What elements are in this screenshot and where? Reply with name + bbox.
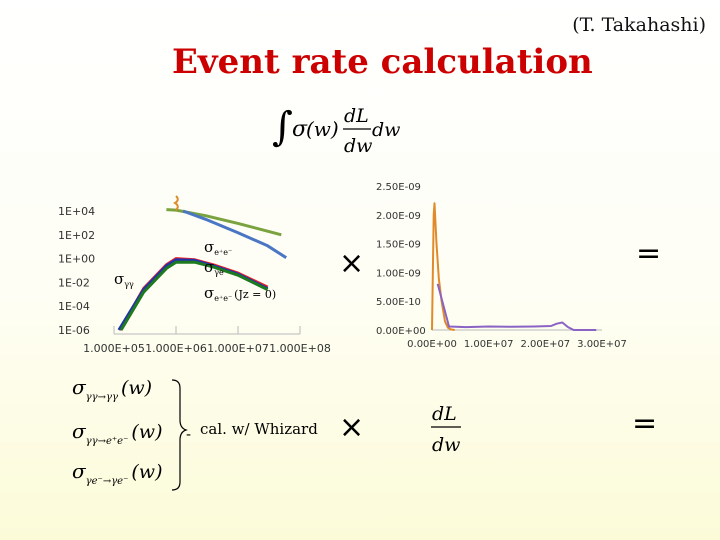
fraction-numerator: dL xyxy=(344,105,369,127)
xtick-label: 1.000E+08 xyxy=(269,342,331,355)
bottom-fraction: dL dw xyxy=(431,403,461,456)
xtick-label: 0.00E+00 xyxy=(407,339,457,350)
xtick-label: 1.000E+05 xyxy=(83,342,145,355)
times-operator-top: × xyxy=(339,246,365,281)
integral-sign: ∫ xyxy=(272,104,293,150)
times-operator-bottom: × xyxy=(339,410,365,445)
fraction-denominator: dw xyxy=(344,135,372,157)
xtick-label: 1.00E+07 xyxy=(464,339,514,350)
sigma-symbol: σ xyxy=(292,117,308,142)
cross-section-chart: 1E+04 1E+02 1E+00 1E-02 1E-04 1E-06 1.000E+05… xyxy=(58,195,331,355)
luminosity-spectrum-chart: 2.50E-09 2.00E-09 1.50E-09 1.00E-09 5.00E-10… xyxy=(376,182,627,350)
equals-operator-bottom: = xyxy=(632,406,658,441)
process-ge-ge: σγe⁻→γe⁻ (w) xyxy=(72,459,162,487)
equals-operator-top: = xyxy=(636,236,662,271)
whizard-note: cal. w/ Whizard xyxy=(200,420,318,438)
process-gg-gg: σγγ→γγ (w) xyxy=(72,375,152,403)
author-credit: (T. Takahashi) xyxy=(572,14,706,36)
ytick-label: 1E+02 xyxy=(58,229,95,242)
ytick-label: 1E+00 xyxy=(58,253,95,266)
series-line-2 xyxy=(182,209,288,259)
spectrum-line-2 xyxy=(436,283,597,331)
ytick-label: 1.00E-09 xyxy=(376,268,421,279)
right-brace xyxy=(171,379,188,491)
xtick-label: 1.000E+07 xyxy=(207,342,269,355)
xtick-label: 3.00E+07 xyxy=(577,339,627,350)
spectrum-line-1 xyxy=(431,202,455,331)
ytick-label: 1E-04 xyxy=(58,300,90,313)
ytick-label: 1E-02 xyxy=(58,276,90,289)
annotation-sigma-gammagamma: σγγ xyxy=(114,270,134,289)
ytick-label: 1E+04 xyxy=(58,205,95,218)
ytick-label: 0.00E+00 xyxy=(376,326,426,337)
annotation-sigma-ee-jz0: σe⁺e⁻ (Jz = 0) xyxy=(204,284,276,303)
series-line-1 xyxy=(166,208,282,237)
xtick-label: 1.000E+06 xyxy=(145,342,207,355)
annotation-sigma-gamma-e: σγe xyxy=(204,258,224,277)
annotation-sigma-ee: σe⁺e⁻ xyxy=(204,238,232,257)
xtick-label: 2.00E+07 xyxy=(520,339,570,350)
formula-differential: dw xyxy=(372,119,400,141)
ytick-label: 2.00E-09 xyxy=(376,211,421,222)
ytick-label: 5.00E-10 xyxy=(376,297,421,308)
integral-formula: ∫ σ (w) dL dw dw xyxy=(272,104,400,157)
ytick-label: 1.50E-09 xyxy=(376,240,421,251)
process-list: σγγ→γγ (w) σγγ→e⁺e⁻ (w) σγe⁻→γe⁻ (w) xyxy=(72,375,188,491)
series-line-5 xyxy=(119,260,269,331)
ytick-label: 1E-06 xyxy=(58,324,90,337)
brace-dash: - xyxy=(186,427,192,443)
orange-marker xyxy=(173,195,179,211)
bottom-fraction-denominator: dw xyxy=(432,434,460,456)
formula-argument: (w) xyxy=(306,117,339,141)
slide-title: Event rate calculation xyxy=(172,42,593,82)
process-gg-ee: σγγ→e⁺e⁻ (w) xyxy=(72,419,162,447)
bottom-fraction-numerator: dL xyxy=(432,403,457,425)
ytick-label: 2.50E-09 xyxy=(376,182,421,193)
